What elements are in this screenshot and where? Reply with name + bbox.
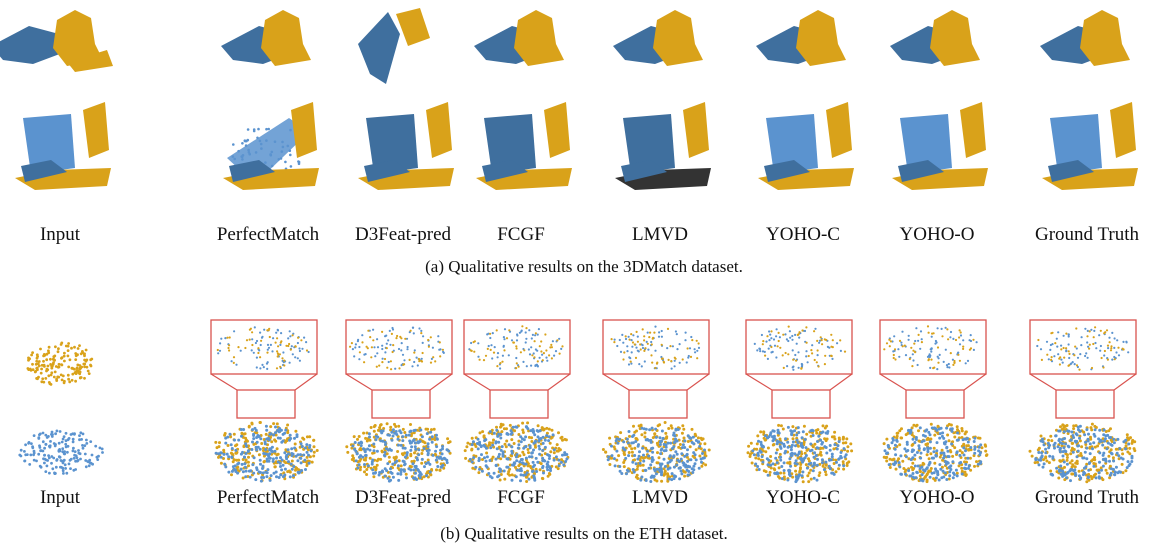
- scan-b-7: [1022, 318, 1152, 488]
- panel-b-method-label-7: Ground Truth: [1035, 487, 1139, 508]
- panel-a-method-label-4: LMVD: [632, 224, 688, 245]
- panel-b-method-label-2: D3Feat-pred: [354, 487, 452, 508]
- panel-a-method-label-7: Ground Truth: [1035, 224, 1139, 245]
- panel-b-method-label-3: FCGF: [497, 487, 545, 508]
- scan-a1-1: [203, 4, 333, 94]
- scan-a2-1: [203, 98, 333, 198]
- scan-a1-3: [456, 4, 586, 94]
- scan-a2-4: [595, 98, 725, 198]
- scan-b-5: [738, 318, 868, 488]
- panel-b-method-label-5: YOHO-C: [766, 487, 840, 508]
- panel-b-eth: Input PerfectMatch D3Feat-pred FCGF LMVD YOHO…: [0, 300, 1168, 548]
- scan-a2-7: [1022, 98, 1152, 198]
- panel-b-method-label-1: PerfectMatch: [216, 487, 320, 508]
- scan-b-2: [338, 318, 468, 488]
- panel-a-method-label-0: Input: [39, 224, 81, 245]
- scan-a2-0: [0, 98, 125, 198]
- panel-b-method-label-0: Input: [39, 487, 81, 508]
- panel-b-method-label-4: LMVD: [632, 487, 688, 508]
- scan-b-1: [203, 318, 333, 488]
- panel-a-method-label-6: YOHO-O: [899, 224, 975, 245]
- panel-a-method-label-1: PerfectMatch: [216, 224, 320, 245]
- scan-b-4: [595, 318, 725, 488]
- panel-a-method-label-3: FCGF: [497, 224, 545, 245]
- scan-a2-5: [738, 98, 868, 198]
- scan-a1-2: [338, 4, 468, 94]
- scan-a1-0: [0, 4, 125, 94]
- scan-b-0: [0, 318, 125, 488]
- scan-a1-4: [595, 4, 725, 94]
- panel-a-method-label-5: YOHO-C: [766, 224, 840, 245]
- panel-a-3dmatch: Input PerfectMatch D3Feat-pred FCGF LMVD YOHO…: [0, 4, 1152, 276]
- scan-b-6: [872, 318, 1002, 488]
- panel-a-caption: (a) Qualitative results on the 3DMatch d…: [425, 257, 743, 276]
- scan-b-3: [456, 318, 586, 488]
- panel-b-caption: (b) Qualitative results on the ETH datas…: [440, 524, 728, 543]
- panel-a-method-label-2: D3Feat-pred: [354, 224, 452, 245]
- scan-a1-5: [738, 4, 868, 94]
- scan-a2-3: [456, 98, 586, 198]
- scan-a2-6: [872, 98, 1002, 198]
- scan-a1-7: [1022, 4, 1152, 94]
- panel-b-method-label-6: YOHO-O: [899, 487, 975, 508]
- scan-a2-2: [338, 98, 468, 198]
- scan-a1-6: [872, 4, 1002, 94]
